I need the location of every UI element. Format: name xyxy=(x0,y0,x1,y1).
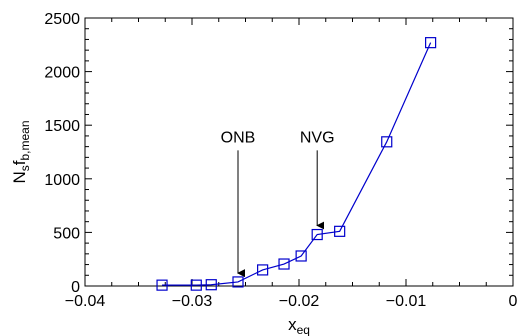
x-tick-label: −0.03 xyxy=(172,293,213,310)
annotation-label: ONB xyxy=(221,129,256,146)
y-ticks xyxy=(85,17,513,287)
data-point-marker xyxy=(257,264,269,276)
series-line xyxy=(162,42,432,286)
x-tick-labels: −0.04 −0.03 −0.02 −0.01 0 xyxy=(65,293,518,310)
y-axis-label-sub1: s xyxy=(18,165,32,171)
data-point-marker xyxy=(425,37,437,49)
data-point-marker xyxy=(190,279,202,291)
data-point-marker xyxy=(295,250,307,262)
y-tick-labels: 0 500 1000 1500 2000 2500 xyxy=(44,11,80,296)
data-point-marker xyxy=(381,136,393,148)
series-polyline xyxy=(162,42,432,286)
y-axis-label-sub2: b,mean xyxy=(18,120,32,160)
x-axis-label: xeq xyxy=(288,315,310,336)
data-point-marker xyxy=(205,279,217,291)
y-axis-label: Nsfb,mean xyxy=(10,120,32,183)
data-point-marker xyxy=(278,258,290,270)
y-tick-label: 2000 xyxy=(44,65,80,82)
plot-frame xyxy=(84,17,514,287)
y-tick-label: 0 xyxy=(71,279,80,296)
data-point-marker xyxy=(156,279,168,291)
x-ticks xyxy=(84,18,514,286)
y-axis-label-mid: f xyxy=(10,160,29,165)
y-tick-label: 2500 xyxy=(44,11,80,28)
series-markers xyxy=(156,37,437,291)
y-tick-label: 1500 xyxy=(44,118,80,135)
x-axis-label-main: x xyxy=(288,315,297,334)
data-point-marker xyxy=(334,225,346,237)
x-tick-label: −0.04 xyxy=(65,293,106,310)
annotations: ONB NVG xyxy=(221,129,335,278)
y-tick-label: 500 xyxy=(53,225,80,242)
y-axis-label-main: N xyxy=(10,171,29,183)
x-tick-label: −0.01 xyxy=(386,293,427,310)
annotation-label: NVG xyxy=(300,129,335,146)
x-tick-label: −0.02 xyxy=(279,293,320,310)
x-tick-label: 0 xyxy=(509,293,518,310)
y-tick-label: 1000 xyxy=(44,172,80,189)
x-axis-label-sub: eq xyxy=(297,323,310,336)
data-point-marker xyxy=(311,228,323,241)
